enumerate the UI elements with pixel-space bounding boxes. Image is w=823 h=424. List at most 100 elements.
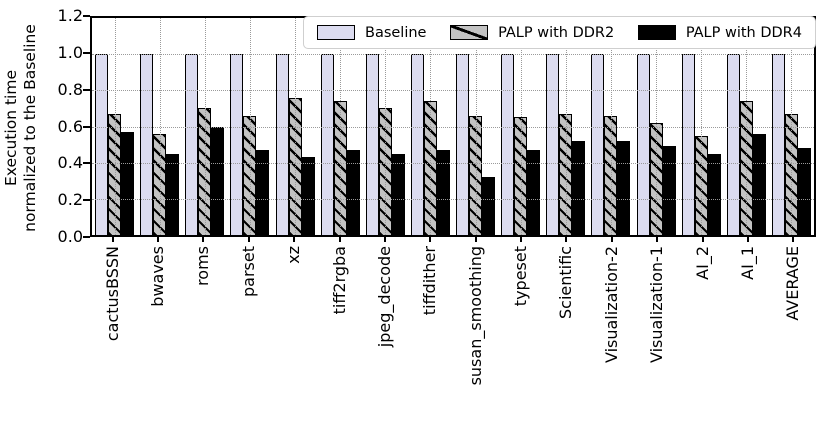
x-axis-label: Visualization-2 xyxy=(601,246,621,364)
bar-baseline xyxy=(185,54,199,235)
x-axis-labels: cactusBSSN bwaves roms parset xz tiff2rgba jpe… xyxy=(90,246,816,422)
x-axis-label: tiffdither xyxy=(420,246,440,316)
y-tick-label: 1.2 xyxy=(57,6,83,25)
bar-ddr4 xyxy=(166,153,180,235)
x-tickmark xyxy=(202,237,205,242)
x-label-cell: AI_1 xyxy=(725,246,770,422)
x-axis-label: AVERAGE xyxy=(783,246,803,321)
x-tick-cell xyxy=(317,237,362,242)
y-tickmark xyxy=(83,88,90,91)
bar-baseline xyxy=(456,54,470,235)
x-axis-label: bwaves xyxy=(148,246,168,307)
bar-group xyxy=(363,18,408,235)
bar-group xyxy=(227,18,272,235)
x-tick-cell xyxy=(680,237,725,242)
x-label-cell: AVERAGE xyxy=(771,246,816,422)
x-tickmark xyxy=(565,237,568,242)
x-label-cell: parset xyxy=(226,246,271,422)
x-tickmark xyxy=(746,237,749,242)
x-tick-cell xyxy=(589,237,634,242)
bar-group xyxy=(543,18,588,235)
bar-baseline xyxy=(636,54,650,235)
bar-ddr4 xyxy=(752,133,766,235)
bar-ddr4 xyxy=(436,150,450,235)
y-tickmark xyxy=(83,162,90,165)
bar-ddr4 xyxy=(346,150,360,235)
x-axis-label: AI_2 xyxy=(692,246,712,280)
legend-label-ddr4: PALP with DDR4 xyxy=(685,24,802,41)
x-tickmark xyxy=(792,237,795,242)
x-tickmark xyxy=(157,237,160,242)
x-label-cell: Visualization-2 xyxy=(589,246,634,422)
x-label-cell: tiffdither xyxy=(408,246,453,422)
bar-ddr2 xyxy=(243,115,257,235)
bar-ddr2 xyxy=(333,101,347,235)
x-label-cell: cactusBSSN xyxy=(90,246,135,422)
bar-baseline xyxy=(681,54,695,235)
bar-ddr2 xyxy=(288,97,302,235)
x-axis-label: parset xyxy=(238,246,258,297)
x-axis-label: jpeg_decode xyxy=(374,246,394,348)
x-axis-label: tiff2rgba xyxy=(329,246,349,315)
bar-baseline xyxy=(726,54,740,235)
bar-ddr2 xyxy=(469,115,483,235)
x-tick-cell xyxy=(135,237,180,242)
bar-ddr2 xyxy=(739,101,753,235)
ddr2-hatched-swatch-icon xyxy=(450,25,489,40)
bar-group xyxy=(92,18,137,235)
x-axis-label: Scientific xyxy=(556,246,576,319)
x-label-cell: jpeg_decode xyxy=(362,246,407,422)
baseline-swatch-icon xyxy=(317,25,355,40)
y-tickmark xyxy=(83,125,90,128)
x-axis-label: AI_1 xyxy=(737,246,757,280)
y-tickmark xyxy=(83,51,90,54)
bar-group xyxy=(498,18,543,235)
x-tickmark xyxy=(247,237,250,242)
ddr4-swatch-icon xyxy=(637,25,676,40)
bar-baseline xyxy=(501,54,515,235)
x-axis-tickmarks xyxy=(90,237,816,242)
bar-ddr2 xyxy=(784,113,798,235)
bar-ddr4 xyxy=(256,150,270,235)
x-tickmark xyxy=(111,237,114,242)
bar-ddr2 xyxy=(423,101,437,235)
bar-ddr4 xyxy=(121,131,135,235)
x-tick-cell xyxy=(226,237,271,242)
y-tick-label: 0.2 xyxy=(57,190,83,210)
y-tick-label: 0.0 xyxy=(57,227,83,246)
bar-ddr4 xyxy=(707,153,721,235)
x-tickmark xyxy=(656,237,659,242)
bar-group xyxy=(137,18,182,235)
x-label-cell: susan_smoothing xyxy=(453,246,498,422)
bar-baseline xyxy=(546,54,560,235)
bar-ddr4 xyxy=(482,177,496,235)
x-label-cell: typeset xyxy=(498,246,543,422)
bar-ddr4 xyxy=(617,140,631,235)
bar-group xyxy=(724,18,769,235)
bar-baseline xyxy=(410,54,424,235)
bar-baseline xyxy=(771,54,785,235)
x-tickmark xyxy=(338,237,341,242)
x-label-cell: tiff2rgba xyxy=(317,246,362,422)
y-axis-title-line1: Execution time xyxy=(2,70,20,187)
bar-group xyxy=(318,18,363,235)
x-tickmark xyxy=(701,237,704,242)
bar-ddr2 xyxy=(514,117,528,235)
legend-label-baseline: Baseline xyxy=(365,24,427,41)
legend-item-ddr2: PALP with DDR2 xyxy=(450,25,614,41)
x-tick-cell xyxy=(771,237,816,242)
bar-baseline xyxy=(320,54,334,235)
y-tickmark xyxy=(83,199,90,202)
x-tick-cell xyxy=(181,237,226,242)
bar-ddr4 xyxy=(572,140,586,235)
x-axis-label: typeset xyxy=(511,246,531,307)
x-label-cell: bwaves xyxy=(135,246,180,422)
bar-ddr4 xyxy=(662,146,676,235)
bar-group xyxy=(679,18,724,235)
bar-ddr2 xyxy=(604,115,618,235)
y-tick-label: 1.0 xyxy=(57,42,83,62)
x-label-cell: xz xyxy=(272,246,317,422)
x-tick-cell xyxy=(362,237,407,242)
x-axis-label: Visualization-1 xyxy=(647,246,667,364)
